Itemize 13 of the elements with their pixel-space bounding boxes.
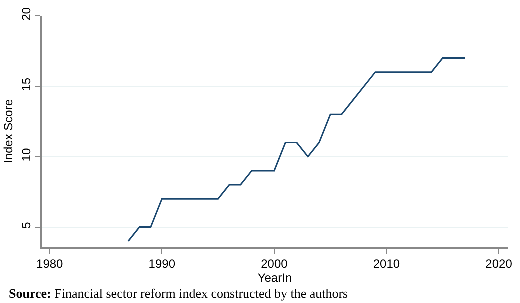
x-tick-label: 1980 [36,257,64,272]
source-note: Source: Financial sector reform index constructed by the authors [9,286,348,301]
y-tick-label: 10 [19,148,34,162]
y-tick-label: 15 [19,78,34,92]
x-tick-label: 1990 [148,257,176,272]
x-axis-title: YearIn [258,271,292,286]
y-axis-title: Index Score [1,99,16,164]
y-tick-label: 20 [19,7,34,21]
x-tick-label: 2010 [373,257,400,272]
line-series [128,58,466,242]
y-tick-label: 5 [19,222,34,229]
x-tick-label: 2020 [486,257,513,272]
x-tick-label: 2000 [261,257,288,272]
